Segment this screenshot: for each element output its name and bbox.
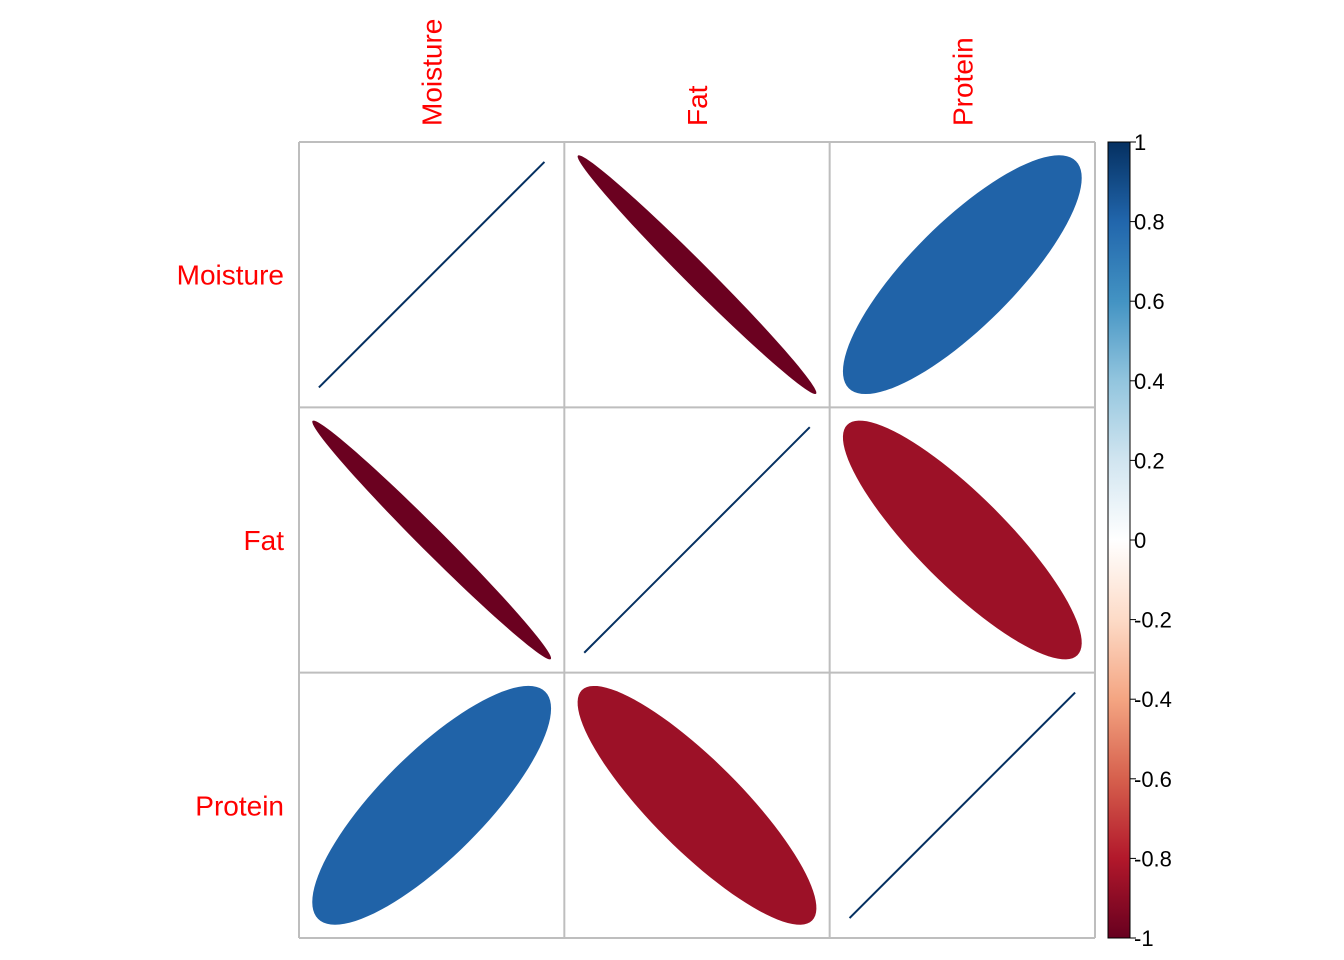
cell-protein-protein-line <box>848 691 1076 919</box>
cell-protein-fat-ellipse <box>577 685 817 925</box>
colorbar-tick-label: -0.4 <box>1134 687 1172 712</box>
cell-fat-fat-line <box>583 426 811 654</box>
cell-fat-protein-ellipse <box>842 420 1082 660</box>
col-label-fat: Fat <box>682 85 713 126</box>
colorbar-tick-label: -1 <box>1134 926 1154 951</box>
colorbar-tick-label: 0.4 <box>1134 369 1165 394</box>
col-label-moisture: Moisture <box>417 19 448 126</box>
colorbar-tick-label: -0.6 <box>1134 767 1172 792</box>
col-label-protein: Protein <box>947 37 978 126</box>
row-label-moisture: Moisture <box>177 260 284 291</box>
cell-moisture-moisture-line <box>318 161 546 389</box>
colorbar-tick-label: 1 <box>1134 130 1146 155</box>
colorbar <box>1107 141 1131 939</box>
colorbar-tick-label: 0 <box>1134 528 1146 553</box>
colorbar-tick-label: -0.8 <box>1134 846 1172 871</box>
colorbar-tick-label: 0.6 <box>1134 289 1165 314</box>
colorbar-tick-label: -0.2 <box>1134 608 1172 633</box>
cell-protein-moisture-ellipse <box>312 685 552 925</box>
row-label-protein: Protein <box>195 790 284 821</box>
colorbar-tick-label: 0.8 <box>1134 210 1165 235</box>
cell-moisture-protein-ellipse <box>842 155 1082 395</box>
cell-fat-moisture-ellipse <box>312 420 552 660</box>
row-label-fat: Fat <box>244 525 285 556</box>
cell-moisture-fat-ellipse <box>577 155 817 395</box>
colorbar-tick-label: 0.2 <box>1134 448 1165 473</box>
